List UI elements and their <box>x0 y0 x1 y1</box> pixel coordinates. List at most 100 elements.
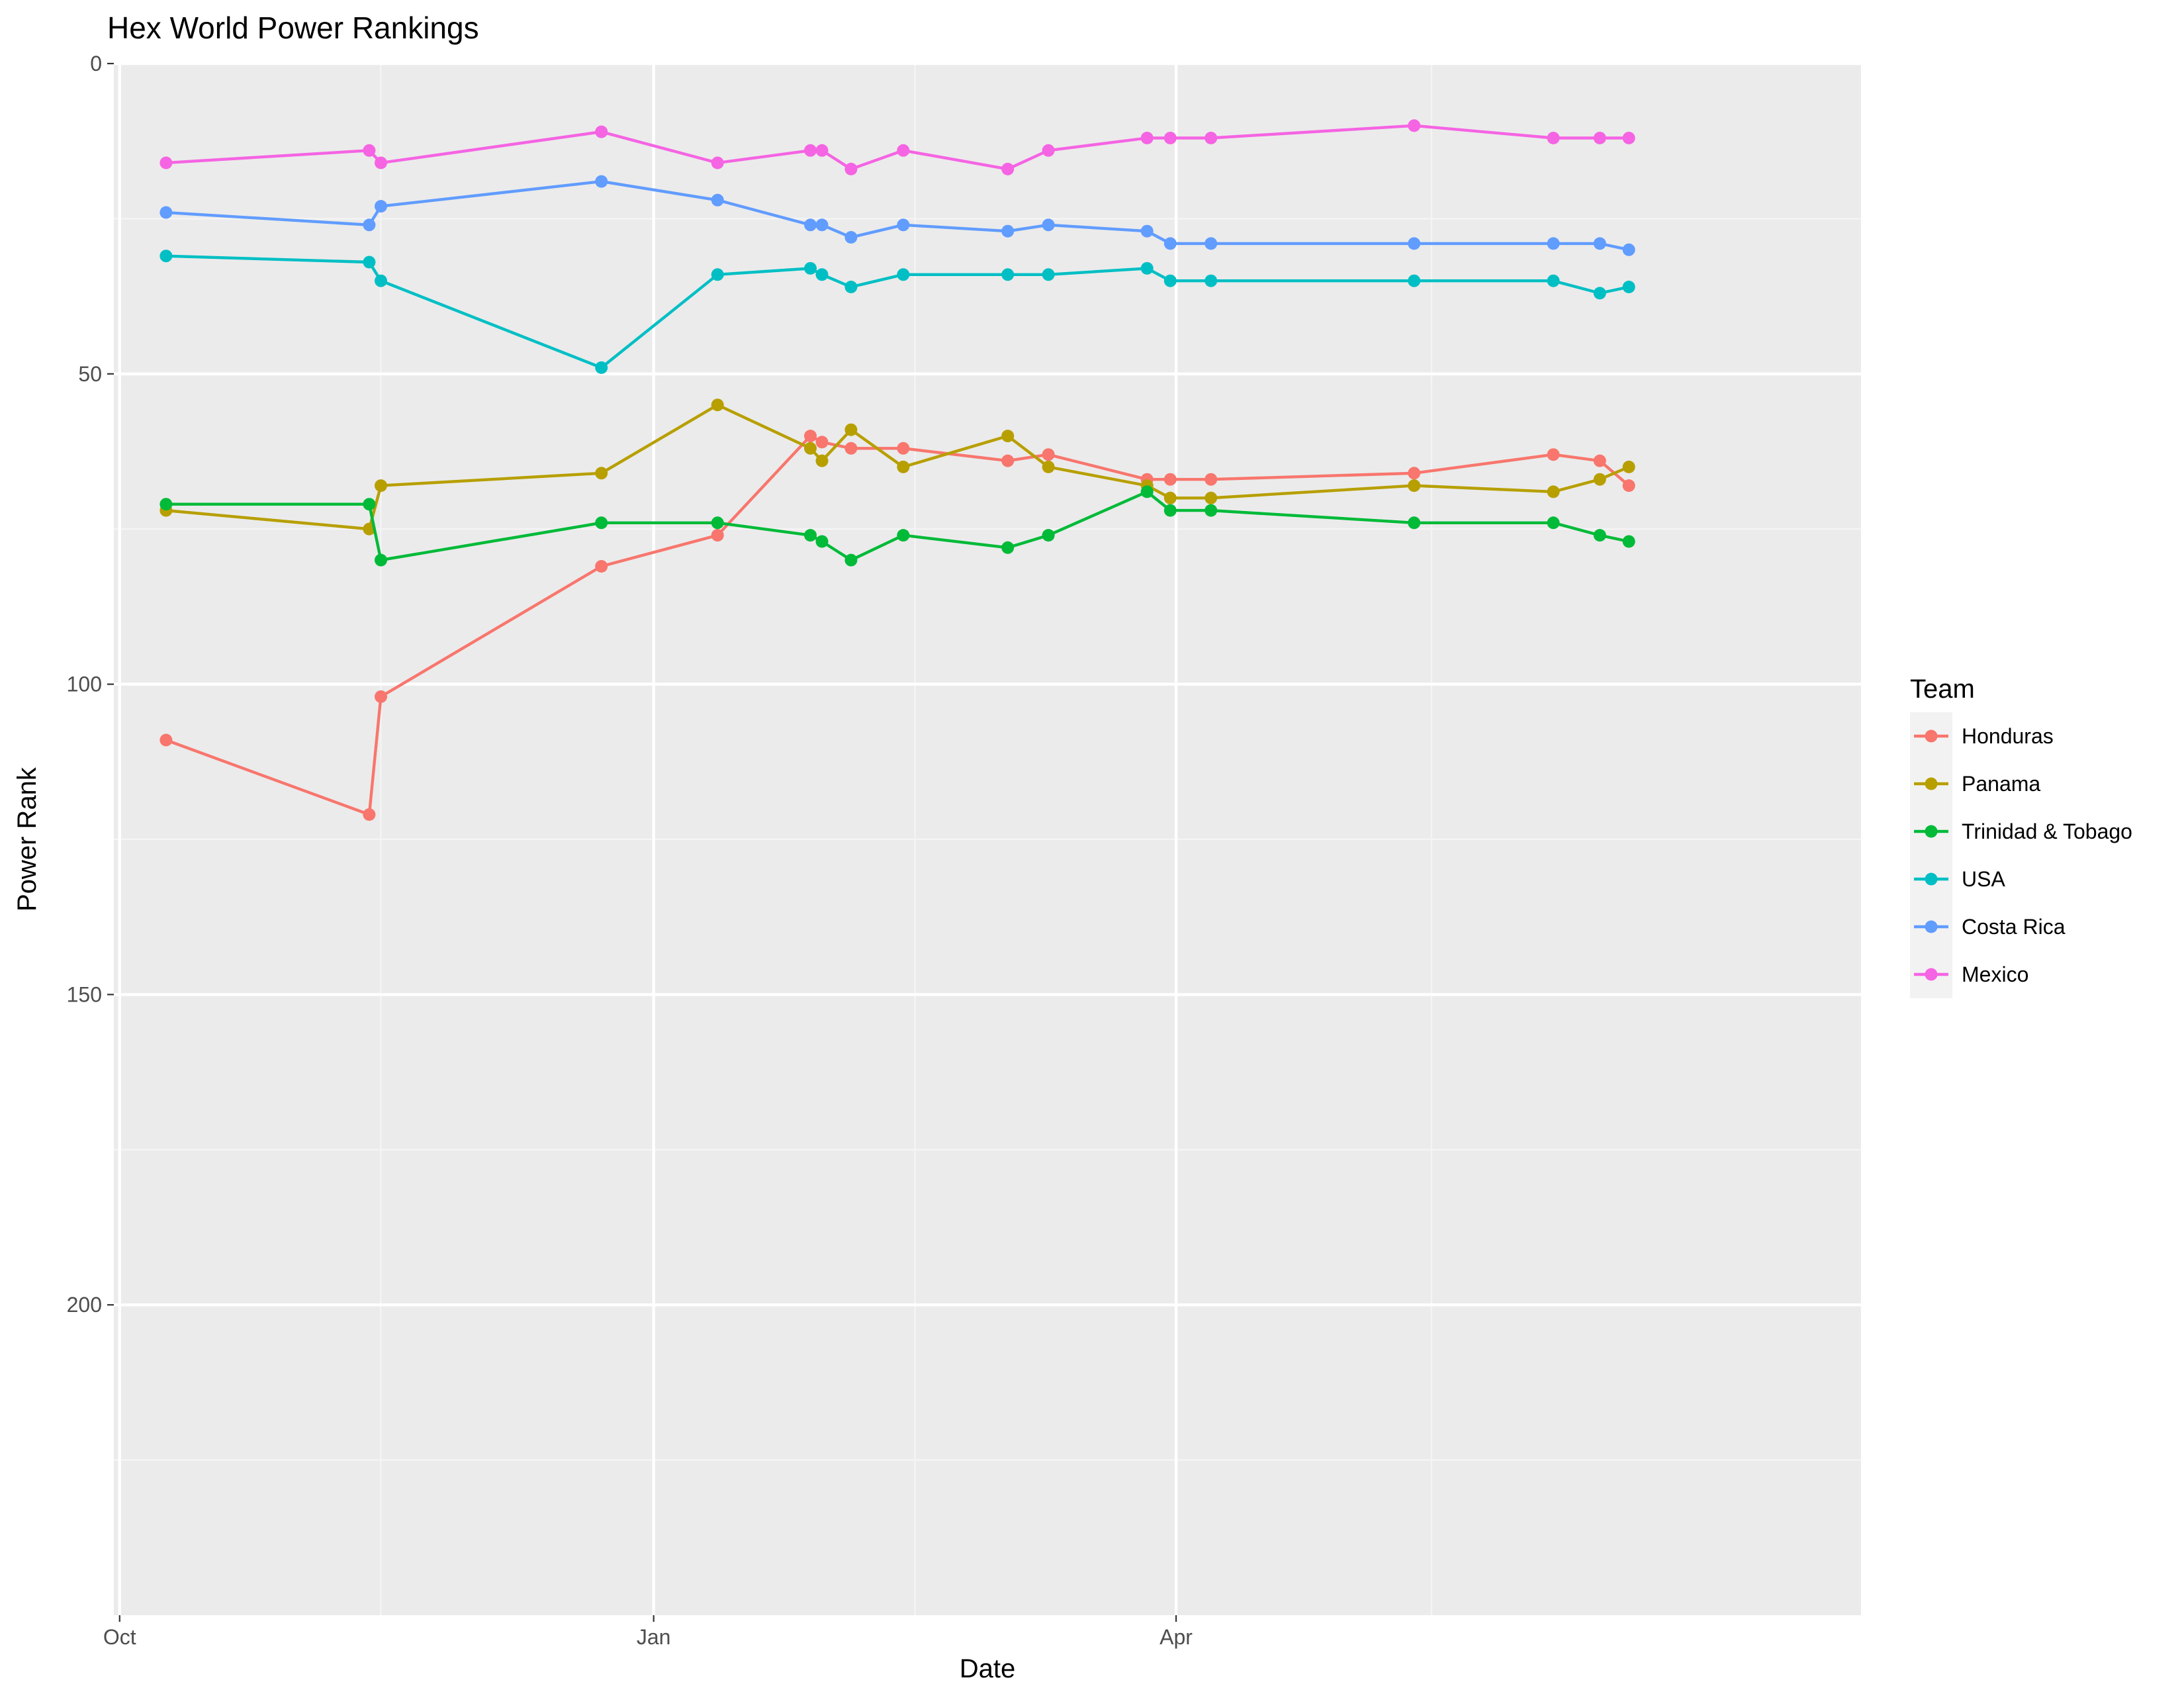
data-point-usa <box>804 261 817 275</box>
data-point-honduras <box>375 690 387 703</box>
data-point-trinidad-tobago <box>1140 485 1154 498</box>
data-point-usa <box>595 361 608 374</box>
legend-key-point <box>1925 968 1938 981</box>
data-point-honduras <box>1593 454 1606 467</box>
data-point-usa <box>711 268 724 281</box>
data-point-trinidad-tobago <box>1593 529 1606 542</box>
data-point-costa-rica <box>1163 237 1177 250</box>
data-point-costa-rica <box>1622 243 1635 256</box>
data-point-panama <box>1547 485 1560 498</box>
data-point-mexico <box>1140 132 1154 144</box>
data-point-costa-rica <box>1547 237 1560 250</box>
data-point-honduras <box>1408 467 1421 480</box>
data-point-costa-rica <box>1205 237 1218 250</box>
data-point-panama <box>804 442 817 455</box>
data-point-mexico <box>844 162 858 175</box>
series-line-honduras <box>165 434 1630 816</box>
series-honduras <box>159 430 1635 821</box>
data-point-honduras <box>159 733 173 747</box>
y-tick-label: 100 <box>67 673 102 696</box>
data-point-costa-rica <box>804 218 817 232</box>
data-point-trinidad-tobago <box>711 516 724 530</box>
y-axis: 0 50 100 150 200 <box>67 52 114 1317</box>
data-point-mexico <box>1042 144 1055 157</box>
plot-panel <box>114 62 1861 1615</box>
data-point-trinidad-tobago <box>897 529 910 542</box>
legend-key-point <box>1925 920 1938 933</box>
data-point-usa <box>1042 268 1055 281</box>
legend-items: Honduras Panama Trinidad & Tobago USA Costa … <box>1910 712 2132 998</box>
data-point-costa-rica <box>159 206 173 219</box>
data-point-usa <box>897 268 910 281</box>
data-point-costa-rica <box>595 175 608 188</box>
data-point-mexico <box>159 156 173 169</box>
series-line-costa-rica <box>165 179 1629 252</box>
data-point-costa-rica <box>1140 224 1154 238</box>
data-point-costa-rica <box>1042 218 1055 232</box>
data-point-mexico <box>711 156 724 169</box>
data-point-panama <box>595 467 608 480</box>
data-point-trinidad-tobago <box>595 516 608 530</box>
y-tick-label: 0 <box>90 52 102 75</box>
data-point-usa <box>1622 281 1635 293</box>
legend-key-point <box>1925 729 1938 743</box>
data-point-costa-rica <box>844 231 858 244</box>
data-point-mexico <box>1205 132 1218 144</box>
data-point-honduras <box>815 436 829 449</box>
series-line-usa <box>165 254 1629 369</box>
data-point-honduras <box>1001 454 1015 467</box>
data-point-usa <box>844 281 858 293</box>
y-axis-title: Power Rank <box>13 767 42 912</box>
x-tick-label: Oct <box>103 1625 136 1649</box>
data-point-panama <box>1163 491 1177 504</box>
data-point-honduras <box>595 560 608 573</box>
data-point-trinidad-tobago <box>375 553 387 567</box>
series-line-mexico <box>165 124 1629 171</box>
data-point-usa <box>1001 268 1015 281</box>
data-point-mexico <box>1408 119 1421 132</box>
data-point-mexico <box>1163 132 1177 144</box>
legend-label: Panama <box>1962 772 2040 796</box>
legend-item-honduras: Honduras <box>1910 712 2054 760</box>
data-point-mexico <box>1622 132 1635 144</box>
data-point-trinidad-tobago <box>804 529 817 542</box>
data-point-trinidad-tobago <box>1205 504 1218 517</box>
series-layer <box>159 119 1635 821</box>
data-point-panama <box>711 399 724 412</box>
data-point-honduras <box>711 529 724 542</box>
data-point-trinidad-tobago <box>815 535 829 548</box>
data-point-mexico <box>375 156 387 169</box>
data-point-trinidad-tobago <box>844 553 858 567</box>
data-point-usa <box>1547 274 1560 287</box>
data-point-usa <box>1205 274 1218 287</box>
series-mexico <box>159 119 1635 175</box>
data-point-honduras <box>1205 473 1218 486</box>
data-point-panama <box>815 454 829 467</box>
data-point-usa <box>1163 274 1177 287</box>
legend-item-panama: Panama <box>1910 760 2040 808</box>
data-point-panama <box>1205 491 1218 504</box>
data-point-trinidad-tobago <box>363 498 376 511</box>
data-point-mexico <box>1547 132 1560 144</box>
series-usa <box>159 250 1635 374</box>
data-point-costa-rica <box>1408 237 1421 250</box>
legend-title: Team <box>1910 675 1975 704</box>
series-line-trinidad-tobago <box>165 490 1629 562</box>
data-point-trinidad-tobago <box>1547 516 1560 530</box>
data-point-panama <box>1042 460 1055 473</box>
data-point-usa <box>159 250 173 263</box>
data-point-usa <box>375 274 387 287</box>
legend: Team Honduras Panama Trinidad & Tobago USA C… <box>1910 675 2132 998</box>
data-point-honduras <box>897 442 910 455</box>
legend-label: USA <box>1962 867 2005 891</box>
data-point-panama <box>1622 460 1635 473</box>
y-tick-label: 50 <box>78 362 102 386</box>
data-point-trinidad-tobago <box>159 498 173 511</box>
data-point-trinidad-tobago <box>1042 529 1055 542</box>
legend-item-trinidad-tobago: Trinidad & Tobago <box>1910 808 2132 855</box>
data-point-costa-rica <box>363 218 376 232</box>
data-point-mexico <box>1001 162 1015 175</box>
y-tick-label: 200 <box>67 1293 102 1317</box>
data-point-mexico <box>897 144 910 157</box>
